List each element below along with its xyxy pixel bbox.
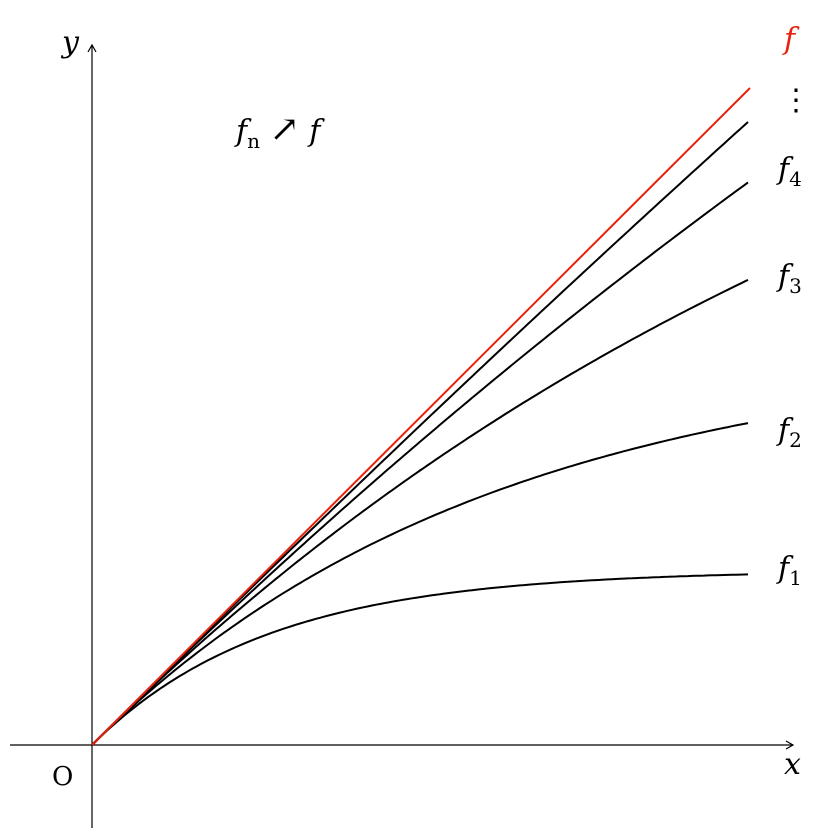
curve-f4 [91, 181, 749, 746]
annotation-f: f [309, 114, 321, 149]
limit-function-line [91, 87, 751, 746]
origin-label: O [52, 762, 74, 792]
curve-label-f4: f4 [778, 152, 802, 191]
curve-f2 [91, 422, 749, 746]
curve-f3 [91, 278, 749, 746]
x-axis-label: x [784, 747, 801, 782]
curve-f1 [91, 573, 749, 746]
curve-label-f2: f2 [778, 413, 802, 452]
up-right-arrow-icon: ↗ [269, 109, 300, 150]
y-axis-label: y [62, 25, 79, 60]
monotone-convergence-annotation: fn ↗ f [236, 109, 321, 153]
curve-label-f1: f1 [778, 551, 802, 590]
annotation-fn-sub: n [247, 129, 260, 153]
ellipsis-label: ⋮ [781, 83, 811, 118]
annotation-fn: f [236, 114, 248, 149]
limit-label: f [784, 22, 796, 57]
curve-label-f3: f3 [778, 259, 802, 298]
